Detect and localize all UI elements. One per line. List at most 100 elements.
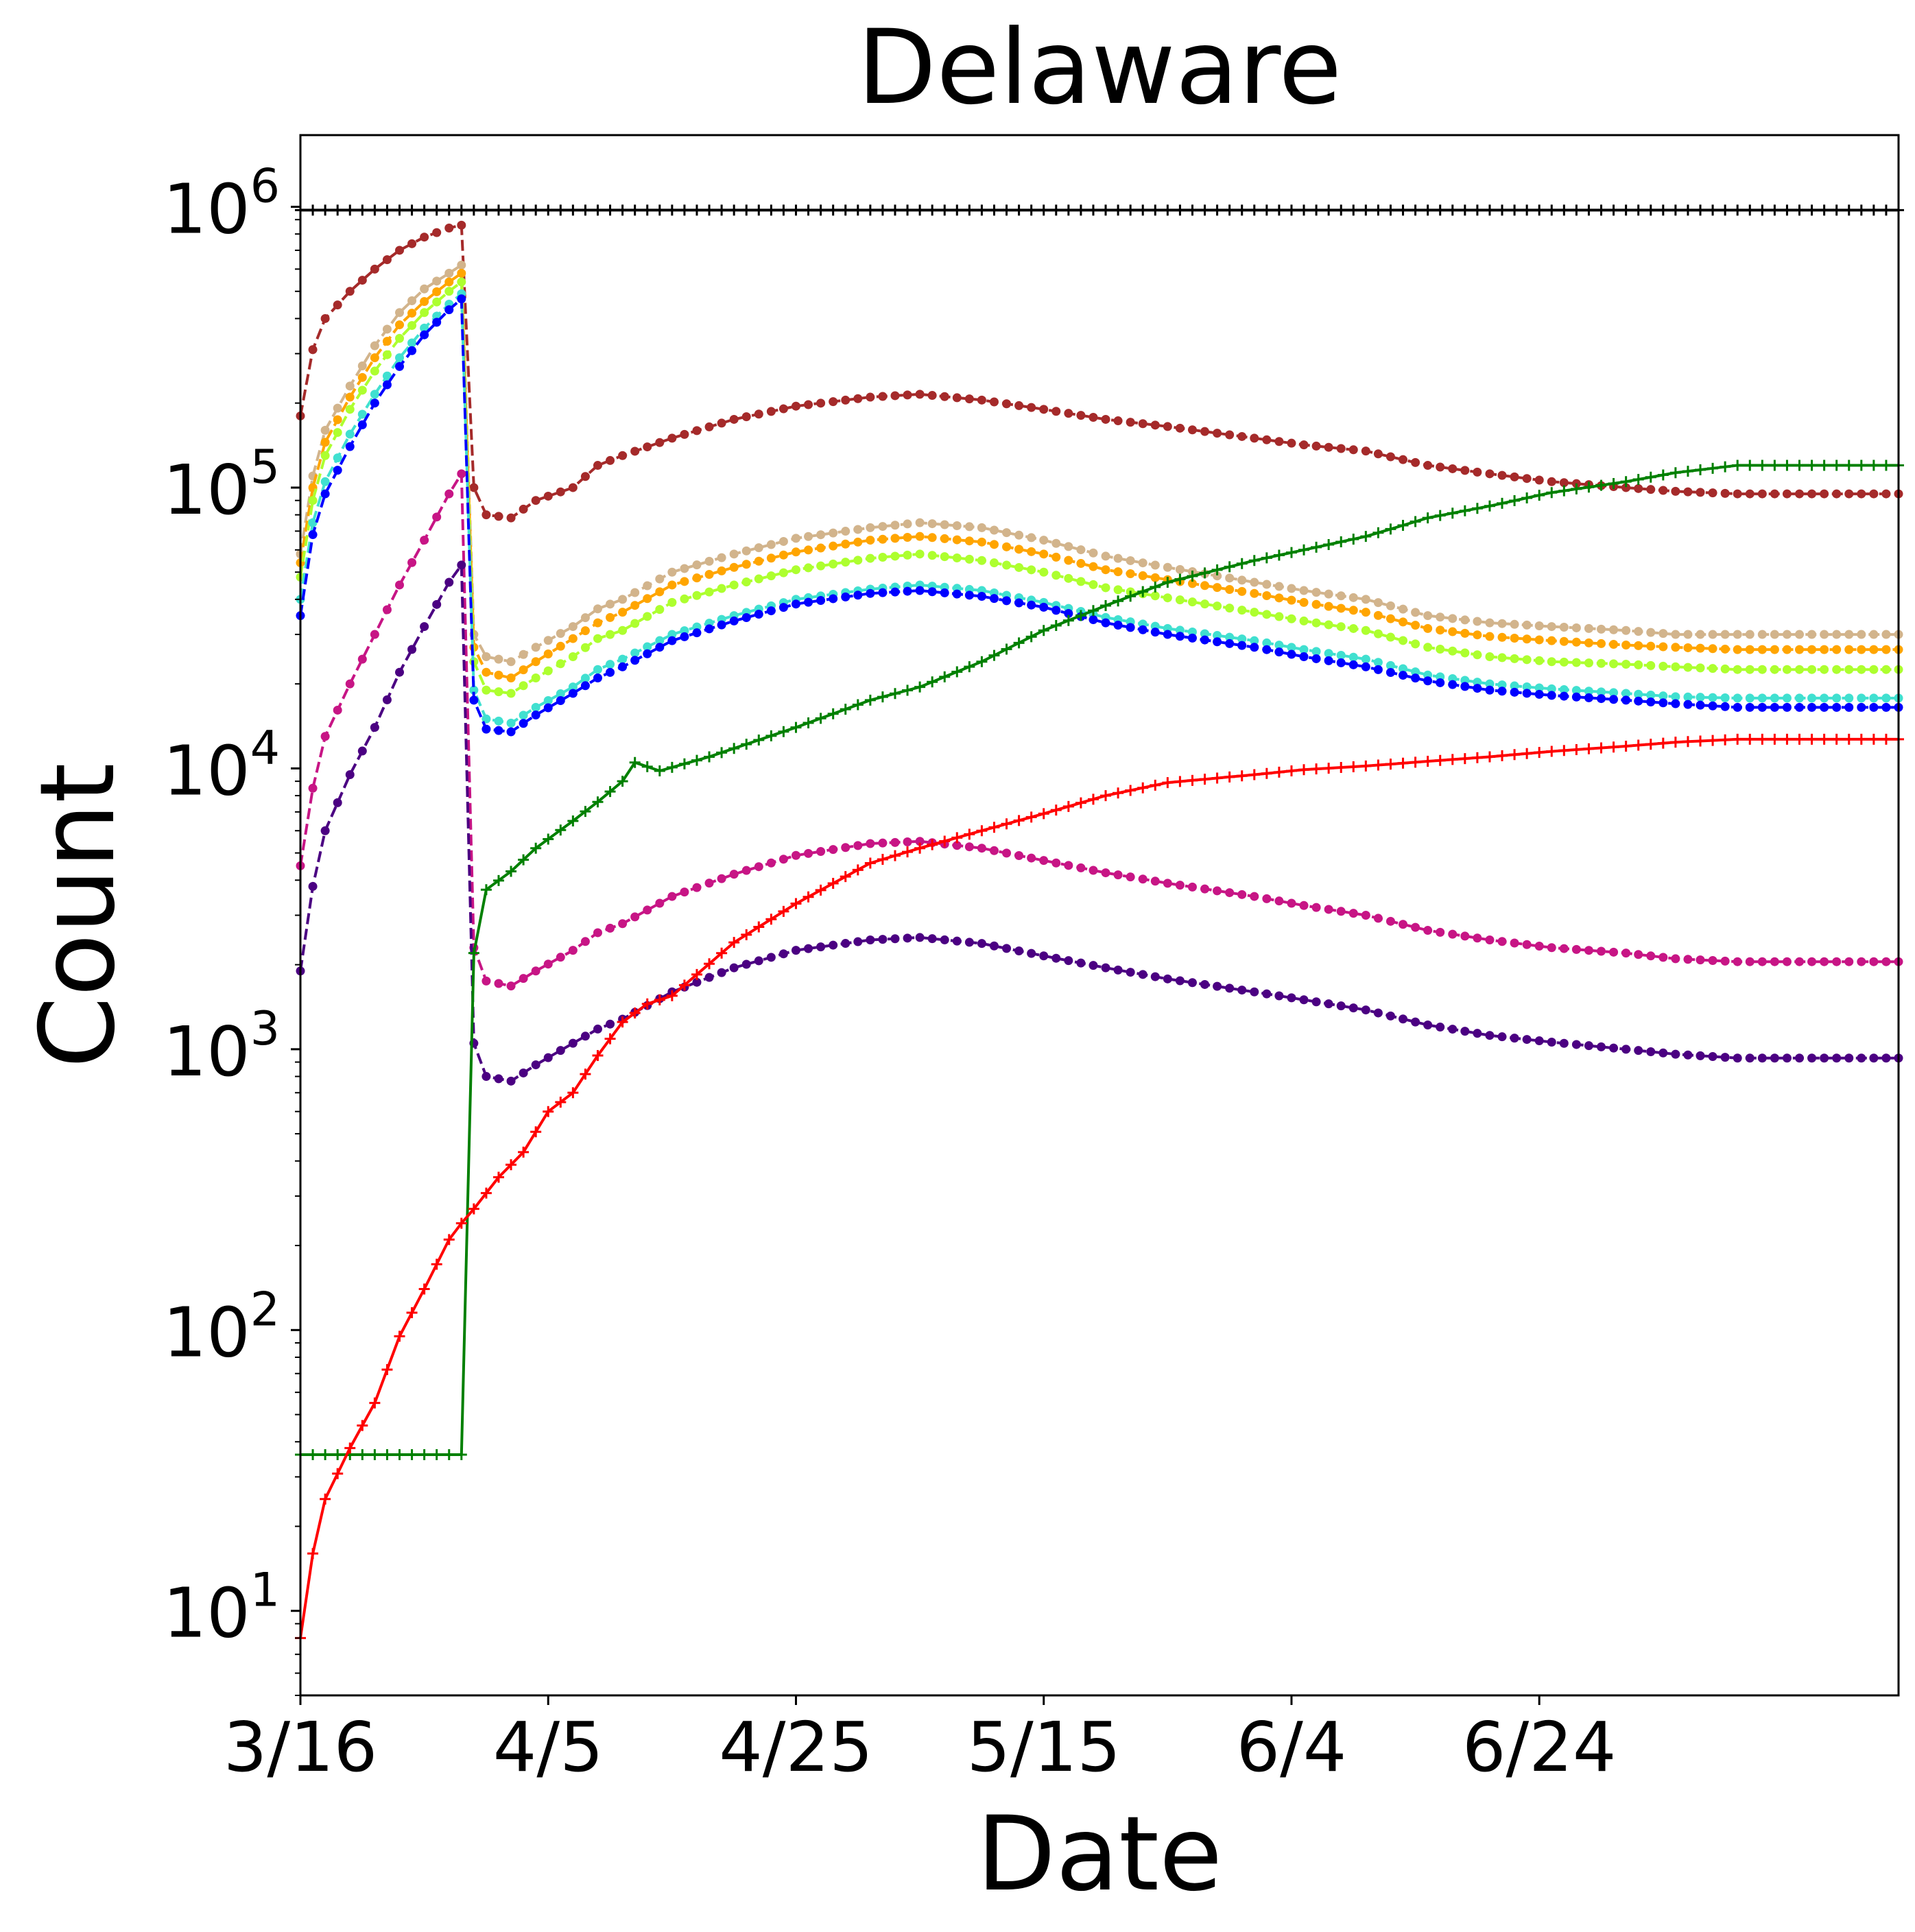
data-point <box>1857 665 1866 674</box>
data-point <box>1621 659 1631 669</box>
data-point <box>704 624 714 634</box>
data-point <box>1311 654 1321 663</box>
data-point <box>643 594 652 604</box>
data-point <box>716 947 728 959</box>
data-point <box>1473 933 1482 943</box>
data-point <box>1274 991 1284 1001</box>
data-point <box>754 956 763 966</box>
data-point <box>1237 634 1247 644</box>
data-point <box>1423 461 1433 470</box>
data-point <box>494 670 503 680</box>
data-point <box>1460 682 1470 691</box>
data-point <box>369 204 381 216</box>
data-point <box>407 239 417 248</box>
data-point <box>1609 695 1619 704</box>
data-point <box>816 543 826 553</box>
data-point <box>704 879 714 888</box>
data-point <box>952 589 962 599</box>
data-point <box>556 629 565 639</box>
data-point <box>1336 650 1346 660</box>
data-point <box>1261 204 1272 216</box>
data-point <box>741 412 751 422</box>
data-point <box>1050 619 1062 631</box>
data-point <box>1646 485 1656 494</box>
data-point <box>382 337 392 346</box>
data-point <box>952 521 962 530</box>
data-point <box>1720 956 1730 966</box>
data-point <box>1248 555 1260 567</box>
data-point <box>543 1053 553 1062</box>
data-point <box>394 308 404 318</box>
data-point <box>381 1364 393 1376</box>
data-point <box>1163 974 1172 983</box>
data-point <box>915 933 925 942</box>
data-point <box>580 643 590 652</box>
data-point <box>1411 922 1420 932</box>
data-point <box>778 404 788 414</box>
data-point <box>1497 632 1507 642</box>
data-point <box>1460 628 1470 638</box>
data-point <box>1089 961 1098 970</box>
data-point <box>692 560 702 570</box>
data-point <box>1126 569 1135 579</box>
data-point <box>1795 957 1805 966</box>
data-point <box>567 204 579 216</box>
data-point <box>543 703 553 713</box>
data-point <box>1460 615 1470 625</box>
data-point <box>1287 898 1296 908</box>
data-point <box>977 592 986 601</box>
data-point <box>1733 665 1742 674</box>
data-point <box>940 534 949 543</box>
data-point <box>1385 452 1395 462</box>
data-point <box>816 398 826 408</box>
data-point <box>1497 653 1507 663</box>
data-point <box>320 425 330 435</box>
data-point <box>1050 204 1062 216</box>
data-point <box>1287 993 1296 1003</box>
data-point <box>1583 204 1595 216</box>
data-point <box>518 1146 530 1158</box>
data-point <box>1087 204 1099 216</box>
data-point <box>964 522 974 532</box>
data-point <box>580 937 590 946</box>
data-point <box>1311 204 1322 216</box>
data-point <box>1237 986 1247 995</box>
data-point <box>1213 429 1222 438</box>
data-point <box>1285 765 1297 777</box>
data-point <box>480 1187 492 1199</box>
data-point <box>1002 528 1012 538</box>
data-point <box>457 220 466 230</box>
data-point <box>804 597 813 607</box>
data-point <box>1595 742 1607 754</box>
data-point <box>989 941 999 951</box>
data-point <box>1820 693 1829 703</box>
data-point <box>469 685 479 695</box>
data-point <box>1720 204 1731 216</box>
data-point <box>1571 483 1582 494</box>
data-point <box>840 704 851 715</box>
data-point <box>1820 665 1829 674</box>
y-tick-label: 103 <box>163 1002 280 1092</box>
data-point <box>1126 623 1135 632</box>
data-point <box>580 806 591 818</box>
data-point <box>889 850 901 861</box>
data-point <box>1385 523 1396 535</box>
data-point <box>1707 204 1719 216</box>
data-point <box>1361 662 1370 671</box>
data-point <box>1422 204 1434 216</box>
data-point <box>1385 1011 1395 1021</box>
data-point <box>1324 589 1333 599</box>
series-line <box>299 297 1899 733</box>
data-point <box>667 892 677 901</box>
data-point <box>778 726 789 737</box>
data-point <box>1757 460 1768 471</box>
data-point <box>531 496 540 505</box>
data-point <box>1373 629 1383 639</box>
data-point <box>1051 571 1061 580</box>
data-point <box>1448 627 1458 636</box>
data-point <box>827 708 839 719</box>
data-point <box>667 580 677 590</box>
data-point <box>1027 600 1036 610</box>
data-point <box>952 936 962 946</box>
data-point <box>1187 633 1197 643</box>
